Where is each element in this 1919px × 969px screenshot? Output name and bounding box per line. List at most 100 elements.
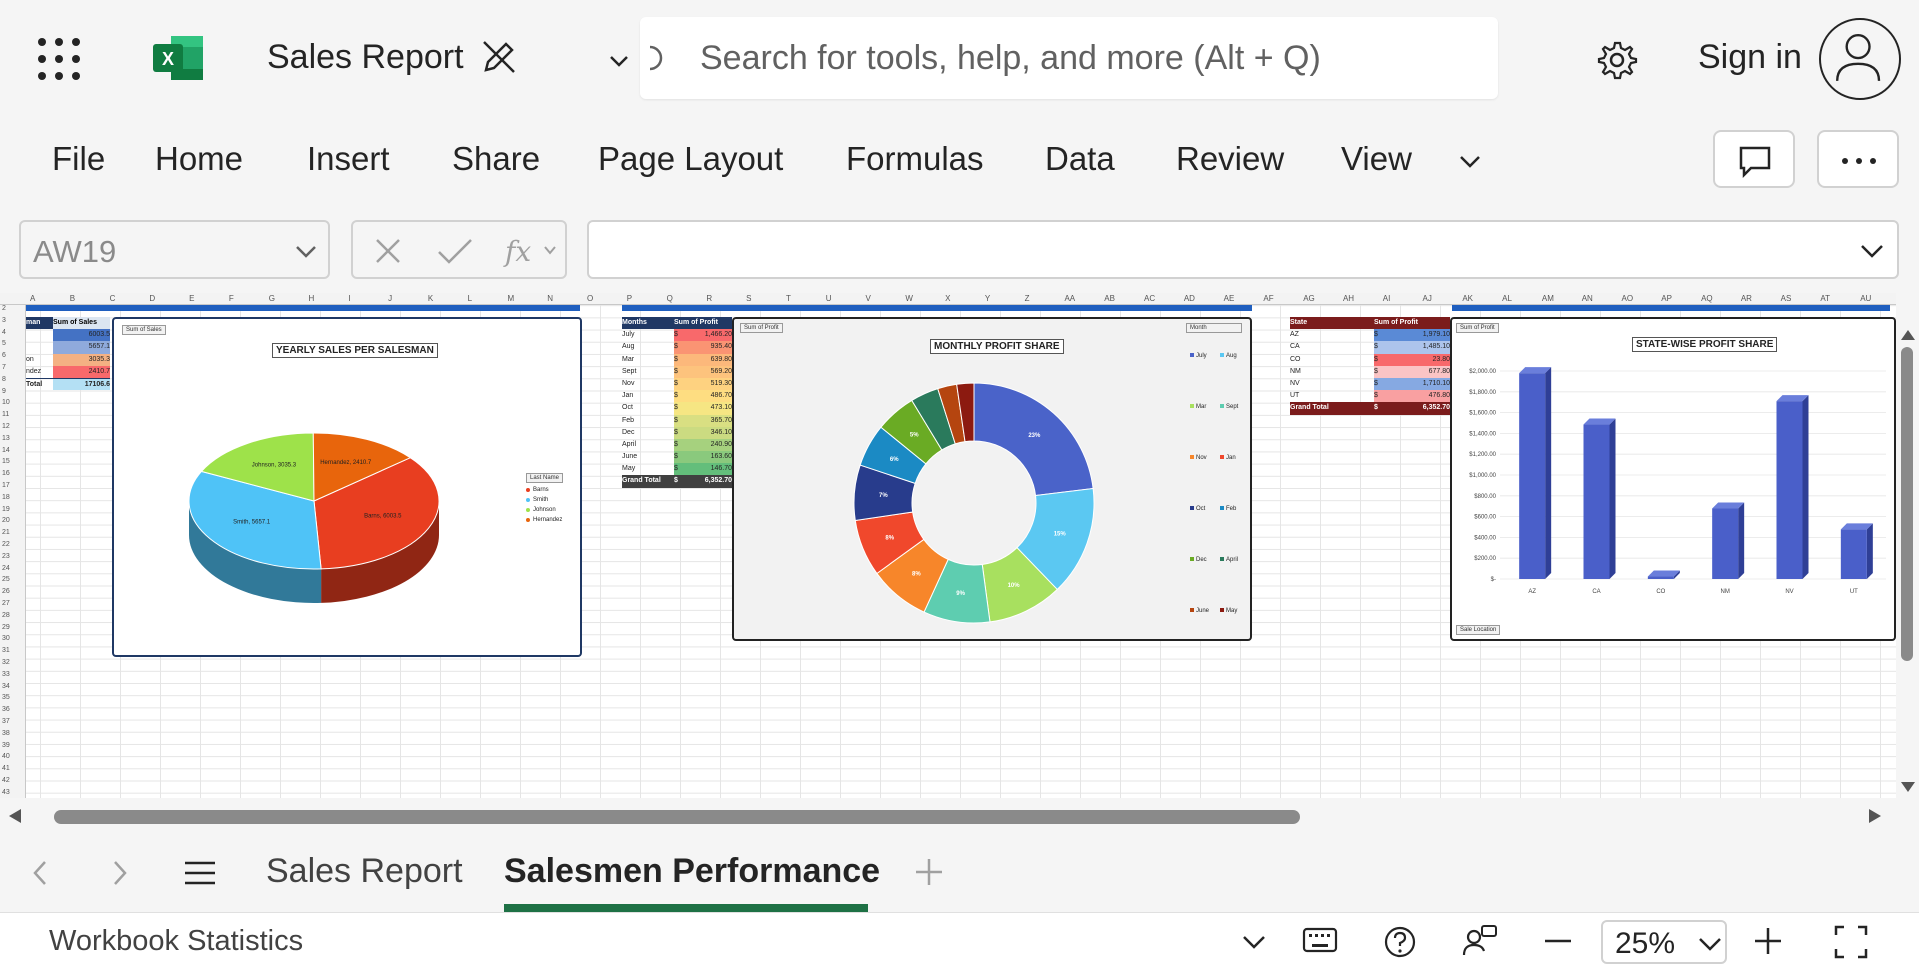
chart-field-button[interactable]: Sum of Profit bbox=[740, 323, 783, 333]
chart-monthly-profit[interactable]: Sum of Profit Month MONTHLY PROFIT SHARE… bbox=[732, 317, 1252, 641]
column-header[interactable]: T bbox=[785, 294, 791, 303]
zoom-in-plus-icon[interactable] bbox=[1752, 925, 1784, 957]
row-header[interactable]: 40 bbox=[2, 753, 10, 761]
row-header[interactable]: 27 bbox=[2, 600, 10, 607]
insert-function-fx-icon[interactable]: fx bbox=[503, 232, 559, 270]
avatar[interactable] bbox=[1819, 18, 1901, 100]
tab-data[interactable]: Data bbox=[1045, 140, 1115, 177]
vertical-scrollbar[interactable] bbox=[1896, 293, 1919, 798]
name-box[interactable]: AW19 bbox=[19, 220, 330, 279]
prev-sheet-chevron-icon[interactable] bbox=[30, 858, 50, 888]
row-header[interactable]: 8 bbox=[2, 375, 6, 383]
help-icon[interactable] bbox=[1383, 925, 1417, 959]
pivot-row[interactable]: NM $677.80 bbox=[1290, 365, 1450, 378]
column-header[interactable]: M bbox=[507, 294, 515, 303]
column-header[interactable]: AT bbox=[1820, 294, 1831, 303]
row-header[interactable]: 15 bbox=[2, 458, 10, 466]
confirm-check-icon[interactable] bbox=[435, 234, 475, 268]
legend-field-button[interactable]: Last Name bbox=[526, 473, 564, 483]
column-header[interactable]: AR bbox=[1740, 294, 1752, 303]
ribbon-more-chevron-icon[interactable] bbox=[1455, 146, 1485, 176]
row-header[interactable]: 14 bbox=[2, 446, 10, 454]
formula-input[interactable] bbox=[587, 220, 1899, 279]
row-header[interactable]: 17 bbox=[2, 482, 10, 489]
row-header[interactable]: 6 bbox=[2, 352, 6, 360]
column-header[interactable]: B bbox=[69, 294, 76, 303]
column-header[interactable]: AL bbox=[1502, 294, 1512, 303]
column-header[interactable]: N bbox=[547, 294, 553, 303]
legend-item[interactable]: Feb bbox=[1220, 506, 1236, 512]
pivot-row[interactable]: Nov $519.30 bbox=[622, 377, 732, 391]
column-header[interactable]: X bbox=[945, 294, 951, 303]
column-header[interactable]: AG bbox=[1303, 294, 1315, 303]
app-launcher-icon[interactable] bbox=[38, 38, 80, 80]
column-header[interactable]: H bbox=[308, 294, 315, 303]
column-header[interactable]: Z bbox=[1024, 294, 1030, 303]
legend-item[interactable]: Mar bbox=[1190, 404, 1206, 410]
workbook-statistics[interactable]: Workbook Statistics bbox=[49, 925, 304, 957]
row-header[interactable]: 35 bbox=[2, 694, 10, 702]
column-header[interactable]: AO bbox=[1621, 294, 1634, 303]
pivot-row[interactable]: ndez 2410.7 bbox=[26, 365, 110, 378]
tab-insert[interactable]: Insert bbox=[307, 140, 390, 177]
column-header[interactable]: U bbox=[825, 294, 832, 303]
column-header[interactable]: K bbox=[427, 294, 434, 303]
column-header[interactable]: F bbox=[228, 294, 234, 303]
pivot-row[interactable]: 6003.5 bbox=[26, 329, 110, 342]
row-header[interactable]: 5 bbox=[2, 340, 6, 348]
row-header[interactable]: 39 bbox=[2, 741, 10, 749]
sheet-tab-salesmen-performance[interactable]: Salesmen Performance bbox=[504, 852, 881, 890]
pivot-row[interactable]: May $146.70 bbox=[622, 463, 732, 476]
column-header[interactable]: R bbox=[706, 294, 713, 303]
horizontal-scrollbar[interactable] bbox=[0, 798, 1896, 834]
column-header[interactable]: L bbox=[467, 294, 473, 303]
column-header[interactable]: O bbox=[587, 294, 594, 303]
pivot-row[interactable]: NV $1,710.10 bbox=[1290, 377, 1450, 391]
scroll-down-icon[interactable] bbox=[1900, 781, 1916, 793]
scroll-right-icon[interactable] bbox=[1868, 808, 1882, 824]
legend-item[interactable]: Jan bbox=[1220, 455, 1236, 461]
document-title[interactable]: Sales Report bbox=[267, 38, 464, 76]
column-header[interactable]: Y bbox=[984, 294, 991, 303]
column-header[interactable]: S bbox=[746, 294, 752, 303]
row-header[interactable]: 42 bbox=[2, 777, 10, 784]
row-header[interactable]: 12 bbox=[2, 423, 10, 430]
pivot-row[interactable]: Mar $639.80 bbox=[622, 353, 732, 366]
column-header[interactable]: D bbox=[149, 294, 156, 303]
pivot-row[interactable]: Jan $486.70 bbox=[622, 390, 732, 403]
legend-item[interactable]: April bbox=[1220, 557, 1238, 563]
title-chevron-down-icon[interactable] bbox=[604, 46, 634, 76]
column-header[interactable]: AM bbox=[1541, 294, 1554, 303]
pivot-row[interactable]: Feb $365.70 bbox=[622, 414, 732, 427]
pivot-row[interactable]: Aug $935.40 bbox=[622, 341, 732, 354]
tab-page-layout[interactable]: Page Layout bbox=[598, 140, 784, 177]
row-header[interactable]: 41 bbox=[2, 765, 10, 773]
legend-item[interactable]: Nov bbox=[1190, 455, 1207, 461]
row-header[interactable]: 24 bbox=[2, 564, 10, 572]
pivot-row[interactable]: CA $1,485.10 bbox=[1290, 341, 1450, 354]
pivot-row-header[interactable]: man bbox=[26, 319, 41, 326]
row-header[interactable]: 30 bbox=[2, 635, 10, 643]
row-header[interactable]: 21 bbox=[2, 529, 10, 537]
search-input[interactable] bbox=[700, 35, 1460, 81]
row-header[interactable]: 9 bbox=[2, 387, 6, 395]
expand-formula-chevron-icon[interactable] bbox=[1857, 240, 1887, 262]
column-header[interactable]: AK bbox=[1462, 294, 1473, 303]
legend-item[interactable]: June bbox=[1190, 608, 1209, 614]
row-header[interactable]: 20 bbox=[2, 517, 10, 525]
column-header[interactable]: AC bbox=[1144, 294, 1156, 303]
column-header[interactable]: I bbox=[348, 294, 351, 303]
row-header[interactable]: 7 bbox=[2, 364, 6, 371]
row-header[interactable]: 19 bbox=[2, 505, 10, 513]
vertical-scroll-thumb[interactable] bbox=[1901, 347, 1913, 661]
row-header[interactable]: 31 bbox=[2, 647, 10, 655]
next-sheet-chevron-icon[interactable] bbox=[110, 858, 130, 888]
row-header[interactable]: 26 bbox=[2, 588, 10, 596]
horizontal-scroll-thumb[interactable] bbox=[54, 810, 1300, 824]
column-header[interactable]: AJ bbox=[1422, 294, 1432, 303]
column-header[interactable]: AP bbox=[1661, 294, 1672, 303]
column-header[interactable]: AQ bbox=[1701, 294, 1713, 303]
pivot-row[interactable]: CO $23.80 bbox=[1290, 353, 1450, 366]
column-header[interactable]: AE bbox=[1223, 294, 1235, 303]
row-header[interactable]: 25 bbox=[2, 576, 10, 584]
